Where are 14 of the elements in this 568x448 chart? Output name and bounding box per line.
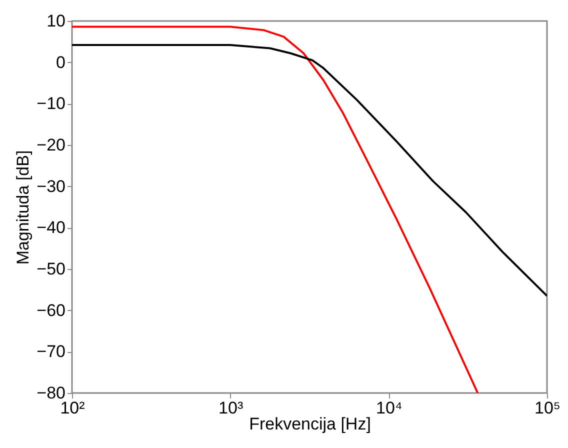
y-tick-label: −70 [36, 342, 66, 362]
y-tick-label: −50 [36, 260, 66, 278]
y-tick-label: 10 [46, 12, 66, 30]
y-tick-label: 0 [56, 52, 66, 72]
x-tick-label: 10⁵ [534, 398, 560, 418]
x-axis-title: Frekvencija [Hz] [249, 414, 371, 434]
x-tick-label: 10³ [218, 398, 244, 418]
y-tick-label: −30 [36, 176, 66, 196]
y-tick-label: −40 [36, 218, 66, 238]
y-tick-label: −10 [36, 94, 66, 114]
y-tick-label: −60 [36, 300, 66, 320]
y-tick-label: −20 [36, 136, 66, 154]
x-tick-label: 10⁴ [376, 398, 402, 418]
y-axis-title: Magnituda [dB] [14, 150, 33, 265]
